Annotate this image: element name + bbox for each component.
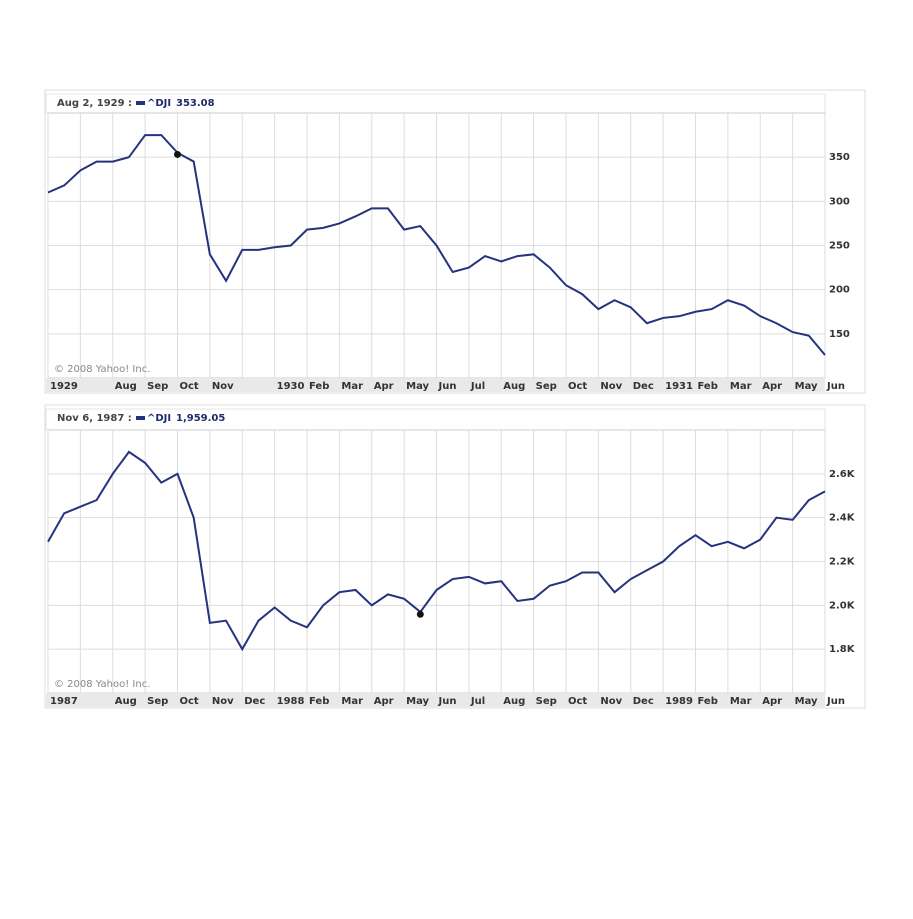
x-tick-label: Aug bbox=[115, 381, 137, 392]
x-tick-label: Dec bbox=[633, 696, 654, 707]
y-tick-label: 350 bbox=[829, 152, 850, 163]
x-tick-label: Oct bbox=[568, 696, 587, 707]
x-tick-label: Jun bbox=[438, 381, 457, 392]
y-tick-label: 200 bbox=[829, 285, 850, 296]
y-tick-label: 2.6K bbox=[829, 469, 856, 480]
x-tick-label: Nov bbox=[600, 696, 622, 707]
cursor-date: Aug 2, 1929 : bbox=[57, 98, 132, 109]
x-axis-band bbox=[46, 378, 825, 392]
cursor-dot bbox=[416, 610, 424, 618]
legend-swatch bbox=[136, 416, 145, 420]
x-tick-label: Aug bbox=[115, 696, 137, 707]
x-tick-label: Apr bbox=[762, 696, 782, 707]
cursor-value: 1,959.05 bbox=[176, 413, 225, 424]
x-tick-label: 1930 bbox=[277, 381, 305, 392]
x-tick-label: Jul bbox=[470, 381, 485, 392]
x-tick-label: Jun bbox=[826, 696, 845, 707]
y-tick-label: 300 bbox=[829, 196, 850, 207]
x-tick-label: May bbox=[406, 696, 429, 707]
x-tick-label: 1987 bbox=[50, 696, 78, 707]
x-tick-label: Mar bbox=[341, 696, 363, 707]
x-tick-label: Feb bbox=[309, 381, 329, 392]
x-tick-label: Mar bbox=[341, 381, 363, 392]
x-tick-label: Jun bbox=[826, 381, 845, 392]
x-tick-label: Nov bbox=[212, 381, 234, 392]
x-tick-label: 1989 bbox=[665, 696, 693, 707]
x-tick-label: Apr bbox=[762, 381, 782, 392]
x-tick-label: Jul bbox=[470, 696, 485, 707]
x-tick-label: Nov bbox=[600, 381, 622, 392]
y-tick-label: 150 bbox=[829, 329, 850, 340]
x-tick-label: Aug bbox=[503, 696, 525, 707]
x-tick-label: Oct bbox=[180, 381, 199, 392]
x-tick-label: Oct bbox=[180, 696, 199, 707]
x-tick-label: May bbox=[795, 381, 818, 392]
cursor-value: 353.08 bbox=[176, 98, 215, 109]
x-tick-label: Nov bbox=[212, 696, 234, 707]
x-tick-label: Feb bbox=[698, 696, 718, 707]
copyright: © 2008 Yahoo! Inc. bbox=[54, 679, 150, 690]
y-tick-label: 2.2K bbox=[829, 557, 856, 568]
x-tick-label: Apr bbox=[374, 696, 394, 707]
y-tick-label: 2.4K bbox=[829, 513, 856, 524]
legend-name: ^DJI bbox=[147, 98, 171, 109]
x-tick-label: Sep bbox=[536, 381, 557, 392]
x-tick-label: Jun bbox=[438, 696, 457, 707]
x-tick-label: Apr bbox=[374, 381, 394, 392]
y-tick-label: 2.0K bbox=[829, 600, 856, 611]
x-tick-label: Feb bbox=[309, 696, 329, 707]
price-line bbox=[47, 450, 826, 652]
x-tick-label: May bbox=[795, 696, 818, 707]
x-tick-label: Aug bbox=[503, 381, 525, 392]
cursor-dot bbox=[174, 150, 181, 158]
legend-name: ^DJI bbox=[147, 413, 171, 424]
x-tick-label: Sep bbox=[536, 696, 557, 707]
cursor-date: Nov 6, 1987 : bbox=[57, 413, 132, 424]
x-tick-label: 1988 bbox=[277, 696, 305, 707]
x-tick-label: Mar bbox=[730, 381, 752, 392]
x-tick-label: May bbox=[406, 381, 429, 392]
copyright: © 2008 Yahoo! Inc. bbox=[54, 364, 150, 375]
x-tick-label: Sep bbox=[147, 696, 168, 707]
x-tick-label: Oct bbox=[568, 381, 587, 392]
x-axis-band bbox=[46, 693, 825, 707]
x-tick-label: Feb bbox=[698, 381, 718, 392]
y-tick-label: 1.8K bbox=[829, 644, 856, 655]
y-tick-label: 250 bbox=[829, 241, 850, 252]
x-tick-label: Sep bbox=[147, 381, 168, 392]
legend-swatch bbox=[136, 101, 145, 105]
x-tick-label: Mar bbox=[730, 696, 752, 707]
x-tick-label: 1929 bbox=[50, 381, 78, 392]
x-tick-label: Dec bbox=[633, 381, 654, 392]
x-tick-label: Dec bbox=[244, 696, 265, 707]
x-tick-label: 1931 bbox=[665, 381, 693, 392]
